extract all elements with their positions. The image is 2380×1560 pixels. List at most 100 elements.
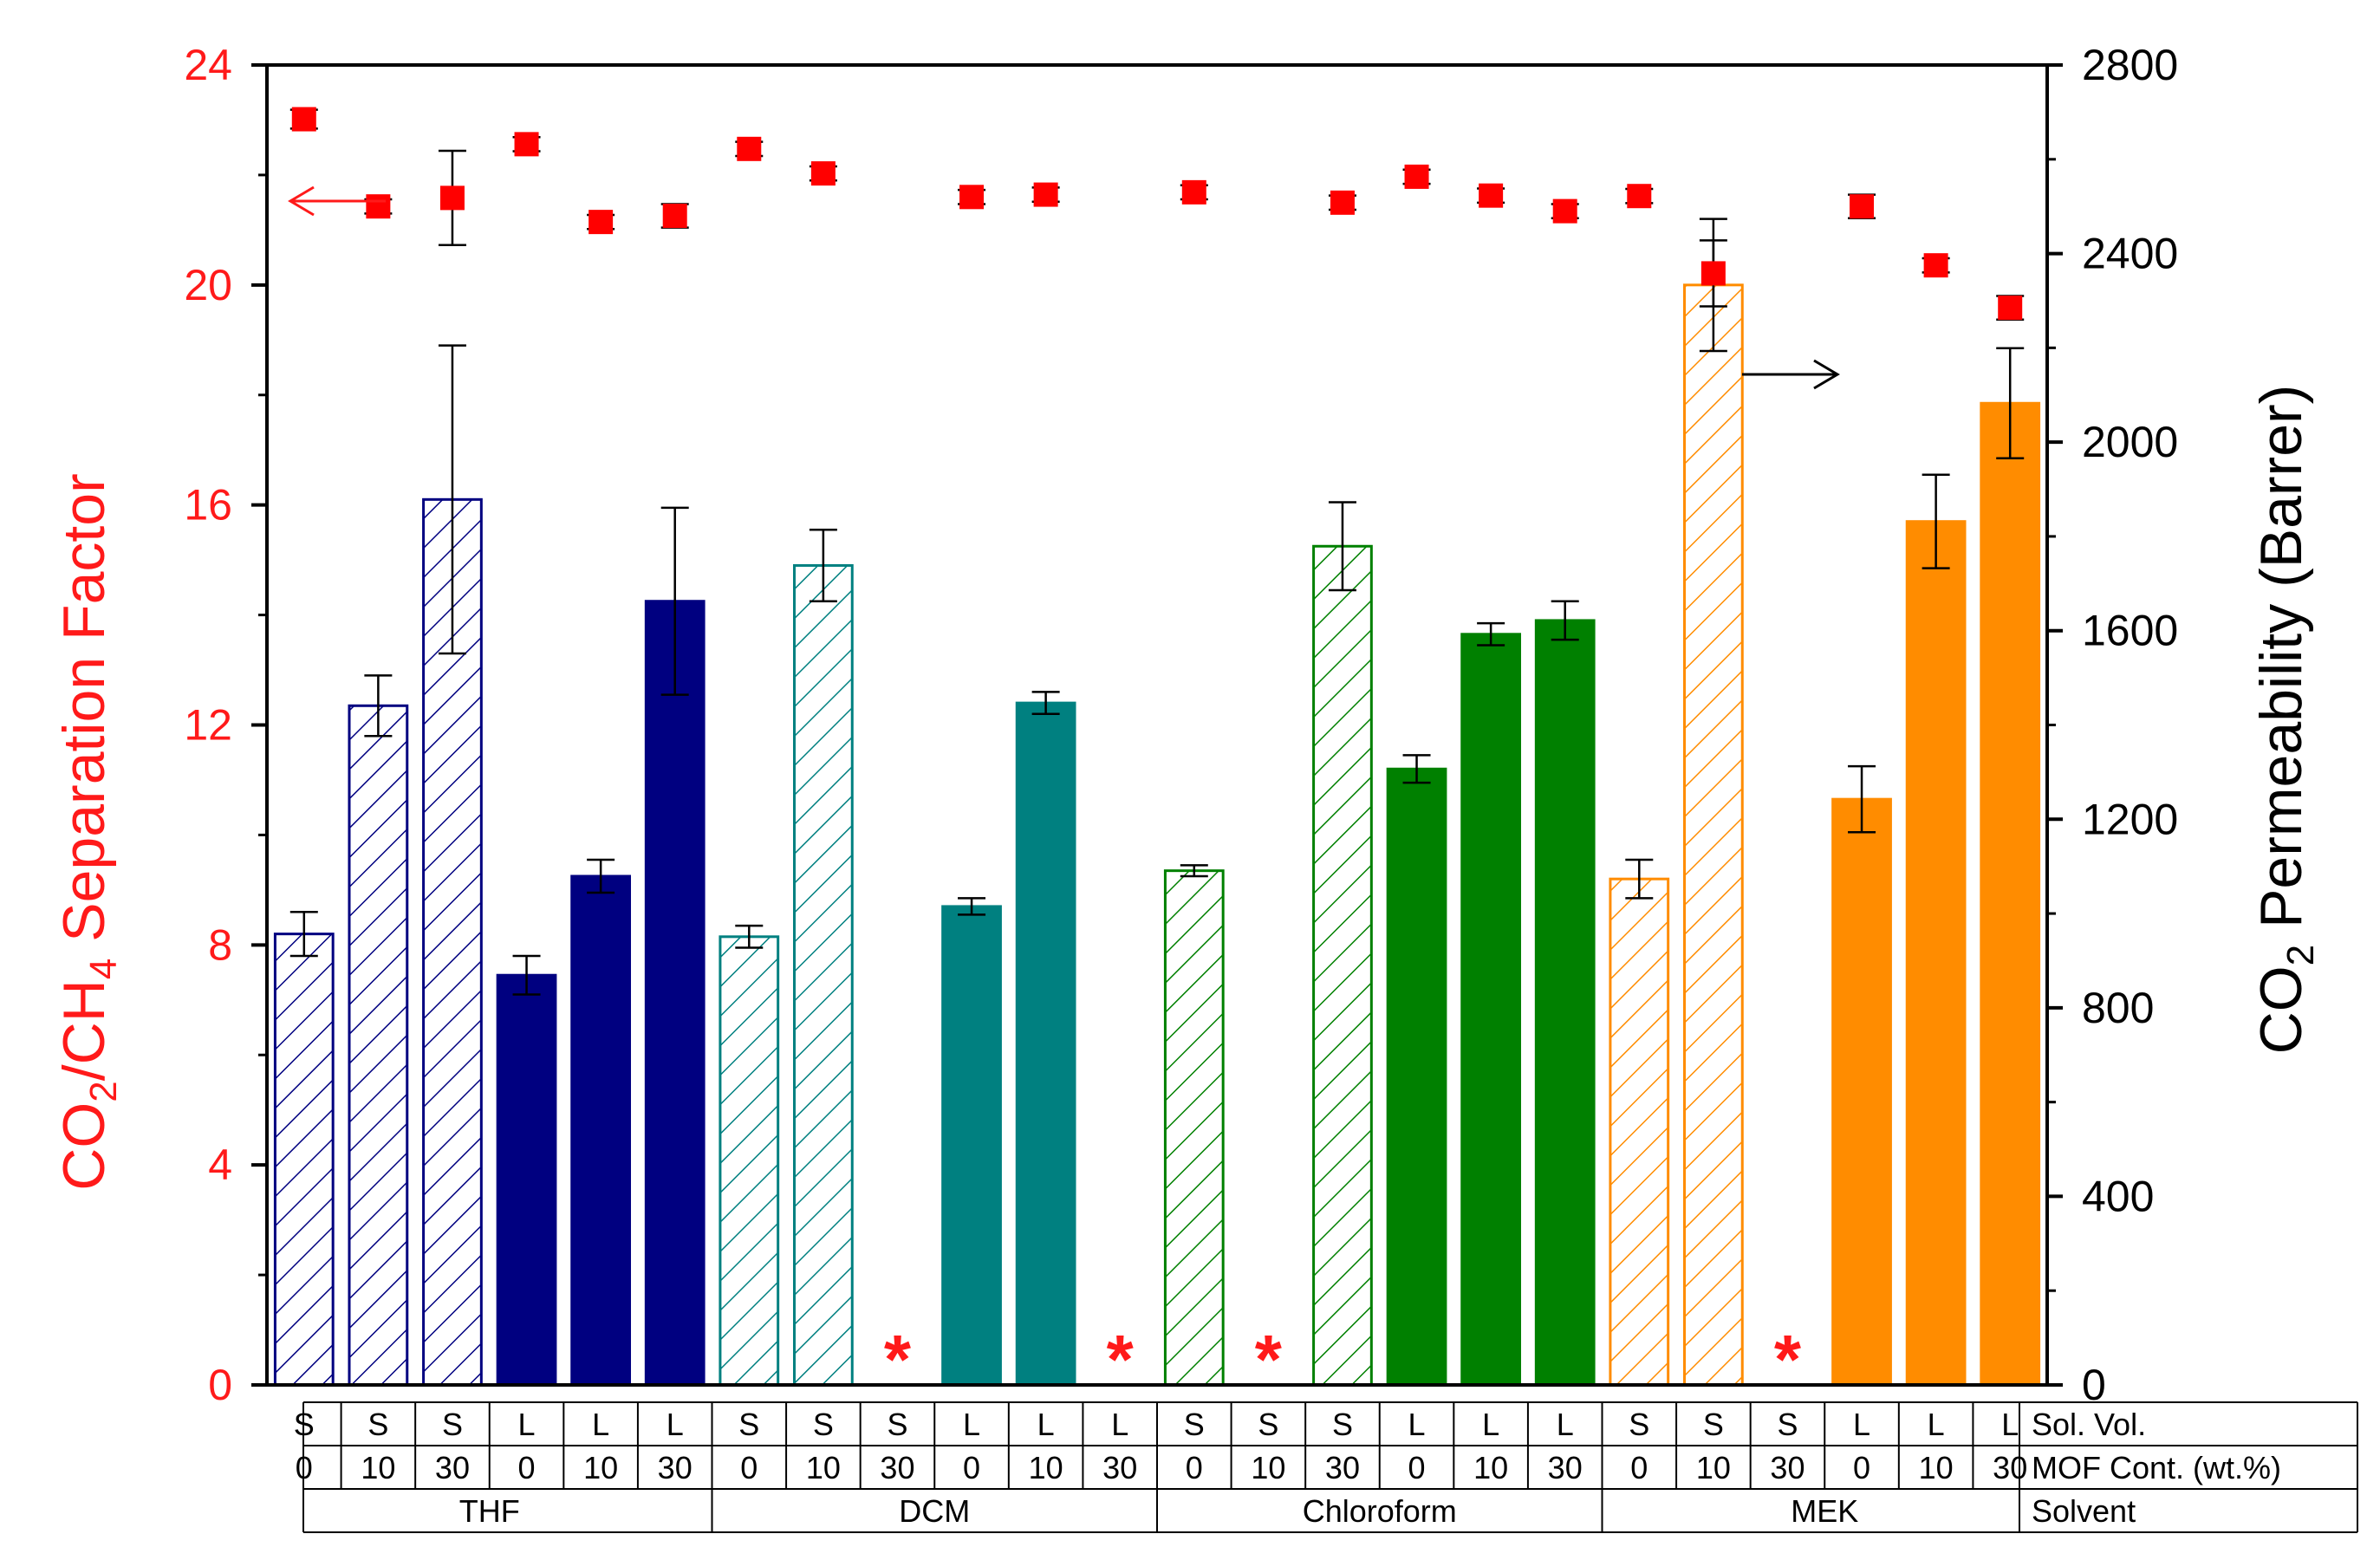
right-tick-label: 1600 [2082, 607, 2178, 655]
permeability-point-mek-l-30 [1998, 296, 2023, 321]
table-mof-cell: 0 [1853, 1450, 1870, 1485]
permeability-point-thf-s-0 [291, 107, 316, 132]
bar-error-dcm-s-0 [735, 924, 764, 949]
bar-error-dcm-s-10 [809, 528, 837, 602]
permeability-point-thf-l-0 [514, 132, 539, 157]
table-mof-cell: 10 [1029, 1450, 1063, 1485]
bar-dcm-s-0 [719, 935, 780, 1387]
permeability-point-thf-s-10 [366, 194, 391, 219]
left-tick-label: 24 [184, 41, 232, 89]
table-mof-cell: 0 [1186, 1450, 1203, 1485]
table-mof-cell: 10 [361, 1450, 395, 1485]
permeability-points-layer [291, 107, 2023, 321]
table-mof-cell: 30 [1548, 1450, 1583, 1485]
permeability-point-chloroform-s-30 [1330, 190, 1355, 215]
bar-error-chloroform-s-30 [1328, 501, 1356, 592]
table-sol-vol-cell: L [518, 1407, 536, 1442]
table-sol-vol-cell: L [1111, 1407, 1128, 1442]
table-row-label: Solvent [2032, 1493, 2136, 1529]
table-sol-vol-cell: S [887, 1407, 907, 1442]
table-sol-vol-cell: S [1703, 1407, 1724, 1442]
bar-thf-l-30 [644, 600, 706, 1387]
bar-error-dcm-l-0 [958, 897, 986, 916]
bar-error-mek-l-30 [1996, 347, 2025, 459]
table-mof-cell: 30 [1325, 1450, 1360, 1485]
table-sol-vol-cell: L [1408, 1407, 1426, 1442]
table-row-label: MOF Cont. (wt.%) [2032, 1450, 2281, 1485]
bar-thf-s-10 [348, 704, 409, 1387]
bar-error-thf-l-10 [587, 858, 615, 894]
table-sol-vol-cell: S [813, 1407, 834, 1442]
table-sol-vol-cell: L [1557, 1407, 1574, 1442]
left-tick-label: 4 [208, 1141, 232, 1189]
bar-mek-l-30 [1980, 401, 2041, 1387]
bar-chloroform-l-10 [1460, 633, 1522, 1387]
permeability-point-thf-l-30 [662, 204, 687, 229]
table-sol-vol-cell: S [1258, 1407, 1278, 1442]
table-sol-vol-cell: L [667, 1407, 684, 1442]
table-solvent-cell: THF [459, 1493, 520, 1529]
table-mof-cell: 30 [658, 1450, 693, 1485]
category-table: S 0 S 10 S 30 L 0 L 10 L 30 THF S 0 S 10 S 30 L 0 L 10 L 30 DCM S 0… [294, 1401, 2358, 1533]
permeability-point-chloroform-l-0 [1404, 164, 1429, 189]
table-sol-vol-cell: L [592, 1407, 609, 1442]
permeability-point-chloroform-s-0 [1181, 179, 1206, 205]
table-sol-vol-cell: S [1629, 1407, 1649, 1442]
table-mof-cell: 0 [518, 1450, 536, 1485]
bar-mek-s-0 [1609, 877, 1670, 1387]
table-sol-vol-cell: S [367, 1407, 388, 1442]
right-tick-label: 800 [2082, 984, 2154, 1032]
table-mof-cell: 30 [1102, 1450, 1137, 1485]
table-mof-cell: 10 [1251, 1450, 1285, 1485]
permeability-point-thf-s-30 [439, 185, 465, 211]
bar-error-dcm-l-10 [1031, 691, 1060, 716]
right-axis-arrow [1742, 359, 1840, 390]
table-sol-vol-cell: S [1332, 1407, 1353, 1442]
bar-mek-s-10 [1682, 283, 1744, 1387]
bar-mek-l-0 [1831, 797, 1892, 1387]
permeability-point-dcm-l-0 [959, 185, 985, 210]
table-mof-cell: 30 [1993, 1450, 2027, 1485]
bar-thf-l-10 [570, 874, 632, 1387]
table-mof-cell: 0 [1630, 1450, 1648, 1485]
bar-error-thf-s-10 [364, 674, 393, 738]
bar-error-chloroform-l-0 [1402, 754, 1431, 784]
bar-error-chloroform-l-30 [1551, 600, 1579, 641]
left-tick-label: 20 [184, 261, 232, 309]
table-sol-vol-cell: S [1184, 1407, 1205, 1442]
error-bars-layer [289, 108, 2025, 996]
permeability-point-dcm-s-0 [737, 136, 762, 161]
table-row-label: Sol. Vol. [2032, 1407, 2146, 1442]
right-tick-label: 0 [2082, 1361, 2106, 1409]
permeability-point-mek-l-10 [1923, 253, 1948, 278]
left-tick-label: 12 [184, 701, 232, 750]
right-tick-label: 1200 [2082, 795, 2178, 843]
bar-error-thf-s-0 [289, 911, 318, 958]
axes-layer: 0 4 8 12 16 20 24 0 400 800 1200 1600 2000 2400 2800 [184, 41, 2178, 1409]
table-mof-cell: 10 [806, 1450, 841, 1485]
table-sol-vol-cell: L [963, 1407, 980, 1442]
right-tick-label: 2400 [2082, 230, 2178, 278]
bars-layer: * * * * [273, 283, 2041, 1398]
right-tick-label: 400 [2082, 1172, 2154, 1220]
table-sol-vol-cell: L [1928, 1407, 1945, 1442]
right-tick-label: 2000 [2082, 418, 2178, 466]
bar-chloroform-l-30 [1534, 619, 1596, 1387]
bar-mek-l-10 [1905, 520, 1967, 1387]
permeability-point-dcm-l-10 [1033, 182, 1058, 207]
table-mof-cell: 0 [296, 1450, 313, 1485]
right-tick-label: 2800 [2082, 41, 2178, 89]
bar-error-chloroform-s-0 [1180, 864, 1208, 878]
table-mof-cell: 10 [1919, 1450, 1954, 1485]
table-solvent-cell: MEK [1791, 1493, 1858, 1529]
bar-chloroform-s-30 [1312, 544, 1373, 1387]
permeability-point-mek-s-0 [1627, 184, 1652, 209]
table-sol-vol-cell: L [2001, 1407, 2019, 1442]
table-sol-vol-cell: L [1037, 1407, 1055, 1442]
table-sol-vol-cell: S [294, 1407, 315, 1442]
table-mof-cell: 0 [963, 1450, 980, 1485]
table-mof-cell: 30 [435, 1450, 470, 1485]
left-axis-arrow [288, 185, 386, 217]
table-sol-vol-cell: S [1777, 1407, 1798, 1442]
